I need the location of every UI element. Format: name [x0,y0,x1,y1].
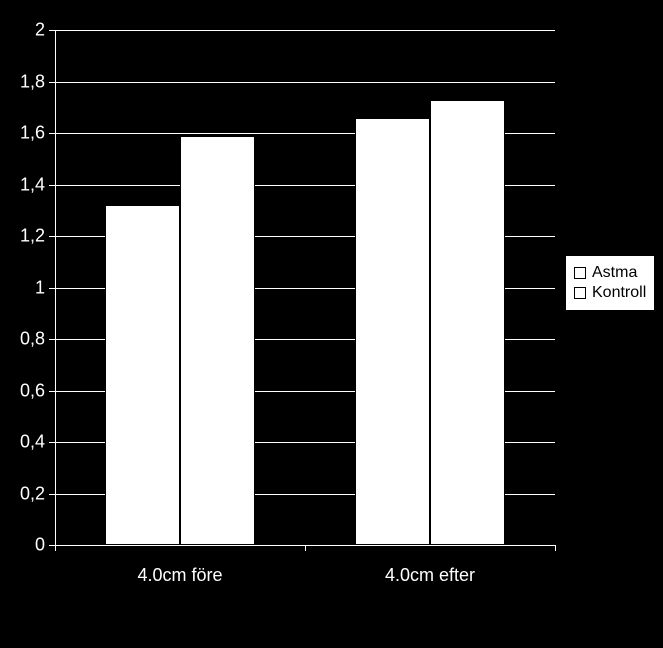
y-tick-label: 0,8 [0,329,45,350]
bar [430,100,505,545]
y-tick [49,442,55,443]
legend-item-kontroll: Kontroll [574,284,646,302]
y-tick-label: 1,4 [0,174,45,195]
y-tick [49,288,55,289]
y-tick-label: 2 [0,20,45,41]
bar [105,205,180,545]
grid-line [55,82,555,83]
y-tick [49,339,55,340]
legend: Astma Kontroll [565,255,655,311]
bar [180,136,255,545]
y-tick [49,30,55,31]
y-tick [49,133,55,134]
legend-swatch-icon [574,267,586,279]
y-tick-label: 0,6 [0,380,45,401]
y-tick-label: 0,4 [0,432,45,453]
legend-label: Astma [592,264,637,282]
y-tick-label: 1,8 [0,71,45,92]
y-tick-label: 0 [0,535,45,556]
x-tick-mark [305,545,306,551]
y-tick [49,494,55,495]
x-tick-label: 4.0cm efter [385,565,475,586]
x-tick-label: 4.0cm före [137,565,222,586]
y-tick [49,82,55,83]
x-tick-mark [55,545,56,551]
legend-swatch-icon [574,287,586,299]
y-tick [49,391,55,392]
x-tick-mark [555,545,556,551]
bar [355,118,430,545]
grid-line [55,30,555,31]
y-tick-label: 1 [0,277,45,298]
y-tick-label: 0,2 [0,483,45,504]
y-tick-label: 1,2 [0,226,45,247]
bar-chart: 0 0,2 0,4 0,6 0,8 1 1,2 1,4 1,6 1,8 2 4.0cm före 4.… [0,0,663,648]
y-tick [49,185,55,186]
legend-label: Kontroll [592,284,646,302]
y-tick-label: 1,6 [0,123,45,144]
y-tick [49,236,55,237]
legend-item-astma: Astma [574,264,646,282]
